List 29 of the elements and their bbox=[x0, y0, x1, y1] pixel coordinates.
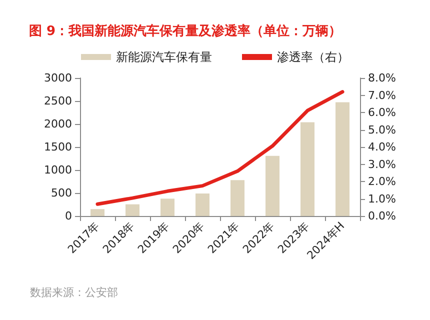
y-tick-label: 1000 bbox=[44, 164, 72, 176]
bar bbox=[90, 209, 104, 216]
legend-label: 渗透率（右） bbox=[277, 50, 349, 64]
line-series bbox=[96, 90, 344, 206]
y-tick-label: 1500 bbox=[44, 140, 72, 154]
bar bbox=[126, 204, 140, 216]
y-tick-label: 3000 bbox=[44, 72, 72, 84]
chart-title: 图 9：我国新能源汽车保有量及渗透率（单位：万辆） bbox=[29, 23, 342, 39]
bar bbox=[336, 102, 350, 216]
y2-tick-label: 3.0% bbox=[368, 158, 396, 171]
bar bbox=[266, 156, 280, 216]
y2-tick-label: 7.0% bbox=[368, 88, 396, 102]
y2-tick-label: 4.0% bbox=[368, 140, 396, 154]
y2-tick-label: 5.0% bbox=[368, 123, 396, 136]
y2-tick-label: 0.0% bbox=[368, 210, 396, 222]
y2-tick-label: 1.0% bbox=[368, 192, 396, 206]
y-tick-label: 2500 bbox=[44, 94, 72, 108]
y2-tick-label: 8.0% bbox=[368, 72, 396, 84]
y-tick-label: 0 bbox=[65, 210, 72, 222]
bar bbox=[196, 194, 210, 216]
bar bbox=[300, 122, 314, 216]
y-tick-label: 2000 bbox=[44, 118, 72, 130]
legend-label: 新能源汽车保有量 bbox=[116, 50, 212, 64]
bar bbox=[160, 198, 174, 216]
y2-tick-label: 6.0% bbox=[368, 106, 396, 119]
source-note: 数据来源：公安部 bbox=[30, 286, 118, 299]
y2-tick-label: 2.0% bbox=[368, 175, 396, 188]
y-tick-label: 500 bbox=[51, 186, 72, 200]
bar bbox=[230, 180, 244, 216]
